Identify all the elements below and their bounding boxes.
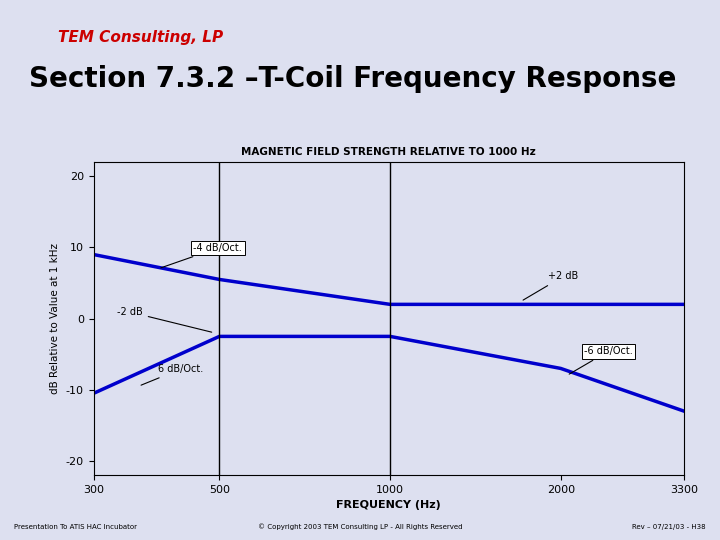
X-axis label: FREQUENCY (Hz): FREQUENCY (Hz) — [336, 501, 441, 510]
Text: -2 dB: -2 dB — [117, 307, 212, 332]
Text: -4 dB/Oct.: -4 dB/Oct. — [161, 243, 242, 268]
Title: MAGNETIC FIELD STRENGTH RELATIVE TO 1000 Hz: MAGNETIC FIELD STRENGTH RELATIVE TO 1000… — [241, 147, 536, 157]
Text: TEM Consulting, LP: TEM Consulting, LP — [58, 30, 222, 45]
Text: Section 7.3.2 –T-Coil Frequency Response: Section 7.3.2 –T-Coil Frequency Response — [29, 65, 676, 93]
Text: Rev – 07/21/03 - H38: Rev – 07/21/03 - H38 — [632, 524, 706, 530]
Text: Presentation To ATIS HAC Incubator: Presentation To ATIS HAC Incubator — [14, 524, 138, 530]
Text: © Copyright 2003 TEM Consulting LP - All Rights Reserved: © Copyright 2003 TEM Consulting LP - All… — [258, 524, 462, 530]
Y-axis label: dB Relative to Value at 1 kHz: dB Relative to Value at 1 kHz — [50, 243, 60, 394]
Text: 6 dB/Oct.: 6 dB/Oct. — [141, 364, 204, 385]
Text: +2 dB: +2 dB — [523, 272, 578, 300]
Text: -6 dB/Oct.: -6 dB/Oct. — [570, 346, 633, 374]
